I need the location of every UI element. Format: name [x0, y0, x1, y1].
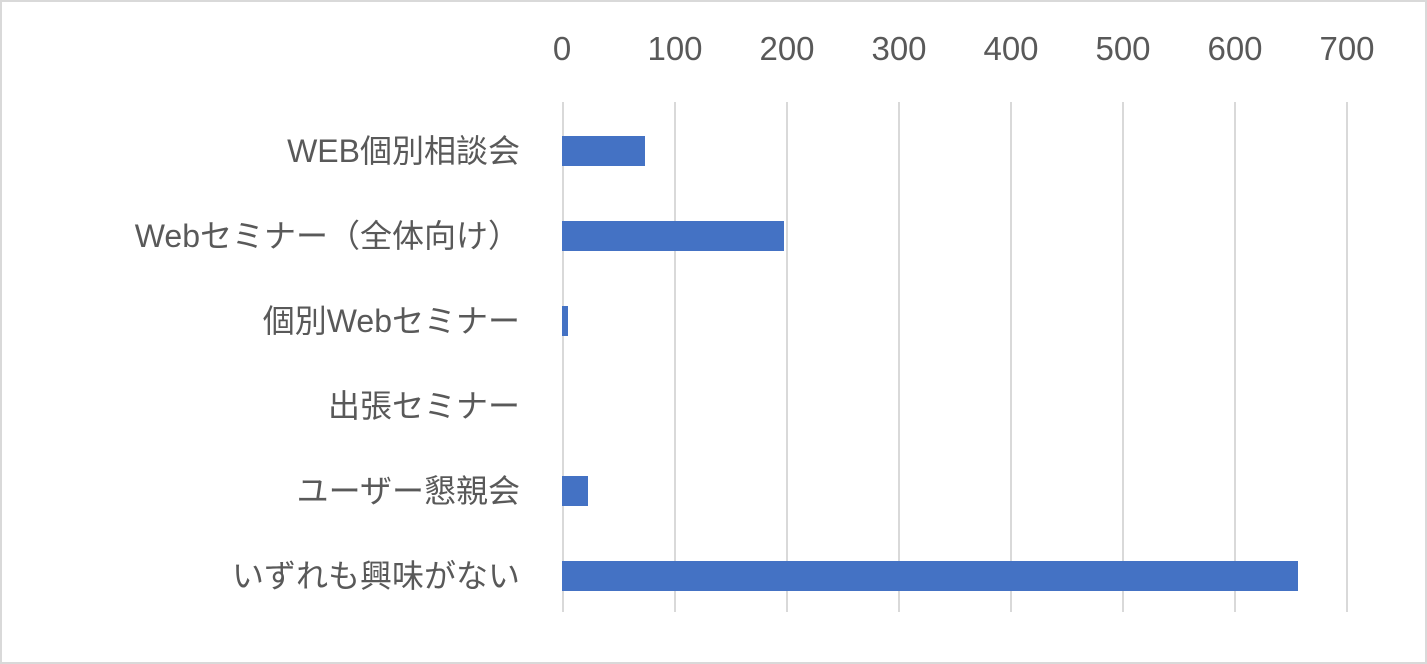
bar-4[interactable] [562, 476, 588, 506]
bar-2[interactable] [562, 306, 568, 336]
gridline-700 [1346, 102, 1348, 612]
x-tick-label-0: 0 [552, 30, 572, 67]
x-tick-label-200: 200 [759, 30, 815, 67]
gridline-0 [562, 102, 564, 612]
category-label-4: ユーザー懇親会 [296, 473, 520, 509]
gridline-400 [1010, 102, 1012, 612]
bar-0[interactable] [562, 136, 645, 166]
x-tick-label-500: 500 [1095, 30, 1151, 67]
plot-area [562, 102, 1348, 612]
category-label-0: WEB個別相談会 [287, 133, 520, 169]
x-tick-label-300: 300 [871, 30, 927, 67]
category-label-1: Webセミナー（全体向け） [134, 218, 520, 254]
gridline-500 [1122, 102, 1124, 612]
category-label-3: 出張セミナー [327, 388, 520, 424]
gridline-300 [898, 102, 900, 612]
gridline-100 [674, 102, 676, 612]
gridline-600 [1234, 102, 1236, 612]
category-label-5: いずれも興味がない [231, 558, 520, 594]
x-tick-label-100: 100 [647, 30, 703, 67]
gridline-200 [786, 102, 788, 612]
x-tick-label-700: 700 [1319, 30, 1375, 67]
x-tick-label-600: 600 [1207, 30, 1263, 67]
bar-1[interactable] [562, 221, 784, 251]
category-label-2: 個別Webセミナー [262, 303, 520, 339]
bar-5[interactable] [562, 561, 1298, 591]
x-tick-label-400: 400 [983, 30, 1039, 67]
